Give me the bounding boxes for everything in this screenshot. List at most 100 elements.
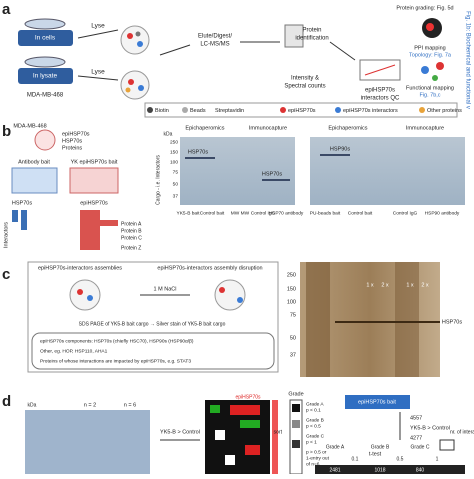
label: sort	[274, 429, 283, 435]
label: 75	[173, 169, 179, 175]
label: 50	[290, 335, 296, 341]
label: 37	[173, 193, 179, 199]
label: 1 M NaCl	[154, 286, 177, 292]
label: Grade A	[326, 444, 345, 450]
label: HSP70s	[62, 138, 82, 144]
label: kDa	[28, 402, 37, 408]
legend-item: Beads	[190, 108, 206, 114]
label: HSP70s	[442, 319, 462, 325]
panel-label: b	[2, 123, 11, 140]
label: HSP90 antibody	[425, 210, 460, 216]
label: Control IgG	[251, 210, 276, 216]
label: epiHSP70s	[365, 88, 395, 94]
label: Grade B	[306, 417, 324, 423]
label: Lyse	[91, 23, 105, 30]
label: Protein	[302, 28, 321, 34]
label: epiHSP70s components: HSP70s (chiefly HS…	[40, 338, 194, 344]
label: Epichaperomics	[185, 125, 224, 131]
label: Grade	[288, 391, 303, 397]
label: Control bait	[200, 210, 225, 216]
legend-item: epiHSP70s	[288, 108, 316, 114]
label: identification	[295, 36, 328, 42]
label: 840	[416, 467, 425, 473]
label: LC-MS/MS	[200, 42, 229, 48]
label: Immunocapture	[406, 125, 444, 131]
label: HSP70s	[188, 149, 208, 155]
label: Elute/Digest/	[198, 34, 232, 40]
label: MW MW	[231, 210, 250, 216]
label: MDA-MB-468	[27, 93, 64, 99]
label: epiHSP70s-interactors assembly disruptio…	[157, 265, 262, 271]
legend-item: Biotin	[155, 108, 169, 114]
label: of n=6	[306, 461, 320, 467]
label: 1 x	[366, 282, 374, 288]
label: kDa	[164, 131, 173, 137]
label: Functional mapping	[406, 85, 454, 91]
label: YK5-B > Control	[160, 429, 200, 435]
label: Epichaperomics	[328, 125, 367, 131]
label: HSP70s	[12, 200, 32, 206]
label: 50	[173, 181, 179, 187]
label: n = 6	[124, 402, 136, 408]
legend-item: Other proteins	[427, 108, 462, 114]
label: 2481	[329, 467, 340, 473]
label: 250	[170, 139, 178, 145]
label: Protein C	[121, 235, 142, 241]
label: 100	[170, 159, 178, 165]
label: epiHSP70s	[80, 200, 108, 206]
label: HSP70 antibody	[269, 210, 304, 216]
label: Cargo - i.e. Interactors	[155, 155, 161, 205]
label: 75	[290, 312, 296, 318]
label: 250	[287, 272, 296, 278]
label: Protein Z	[121, 245, 141, 251]
label: nr. of interactors	[450, 429, 474, 435]
label: 150	[287, 286, 296, 292]
panel-label: d	[2, 393, 11, 410]
label: Fig. 1b: Biochemical and functional v	[464, 11, 470, 109]
label: Grade C	[306, 433, 325, 439]
label: 0.5	[397, 456, 404, 462]
label: Antibody bait	[18, 159, 50, 165]
label: 2 x	[421, 282, 429, 288]
label: 1018	[374, 467, 385, 473]
label: 1	[436, 456, 439, 462]
label: epiHSP70s	[235, 394, 261, 400]
label: Fig. 7b,c	[419, 92, 440, 98]
label: Protein B	[121, 228, 142, 234]
label: Control IgG	[393, 210, 418, 216]
label: p < 0.1	[306, 407, 321, 413]
label: Lyse	[91, 69, 105, 76]
panel-label: a	[2, 1, 11, 18]
label: Protein A	[121, 221, 142, 227]
label: epiHSP70s bait	[358, 399, 396, 405]
label: In lysate	[33, 73, 58, 80]
label: Grade C	[411, 444, 430, 450]
label: SDS PAGE of YK5-B bait cargo → Silver st…	[79, 321, 226, 327]
label: 2 x	[381, 282, 389, 288]
legend-item: Streptavidin	[215, 108, 244, 114]
label: epiHSP70s	[62, 131, 90, 137]
label: t-test	[369, 451, 382, 457]
label: 4277	[410, 435, 422, 441]
label: 1 x	[406, 282, 414, 288]
label: Proteins	[62, 145, 82, 151]
label: interactors QC	[361, 96, 400, 102]
label: 37	[290, 352, 296, 358]
label: Topology: Fig. 7a	[409, 52, 452, 58]
label: Grade A	[306, 401, 324, 407]
label: 1-entry out	[306, 455, 330, 461]
layout	[11, 18, 465, 475]
label: YK epiHSP70s bait	[71, 159, 118, 165]
label: 4557	[410, 415, 422, 421]
label: Proteins of whose interactions are impac…	[40, 358, 191, 364]
label: Immunocapture	[249, 125, 287, 131]
label: p > 0.5 or	[306, 449, 327, 455]
panel-label: c	[2, 266, 10, 283]
label: Interactors	[3, 222, 9, 248]
label: 100	[287, 299, 296, 305]
label: p < 0.5	[306, 423, 321, 429]
label: 0.1	[352, 456, 359, 462]
label: In cells	[35, 35, 56, 42]
label: PU-beads bait	[310, 210, 341, 216]
